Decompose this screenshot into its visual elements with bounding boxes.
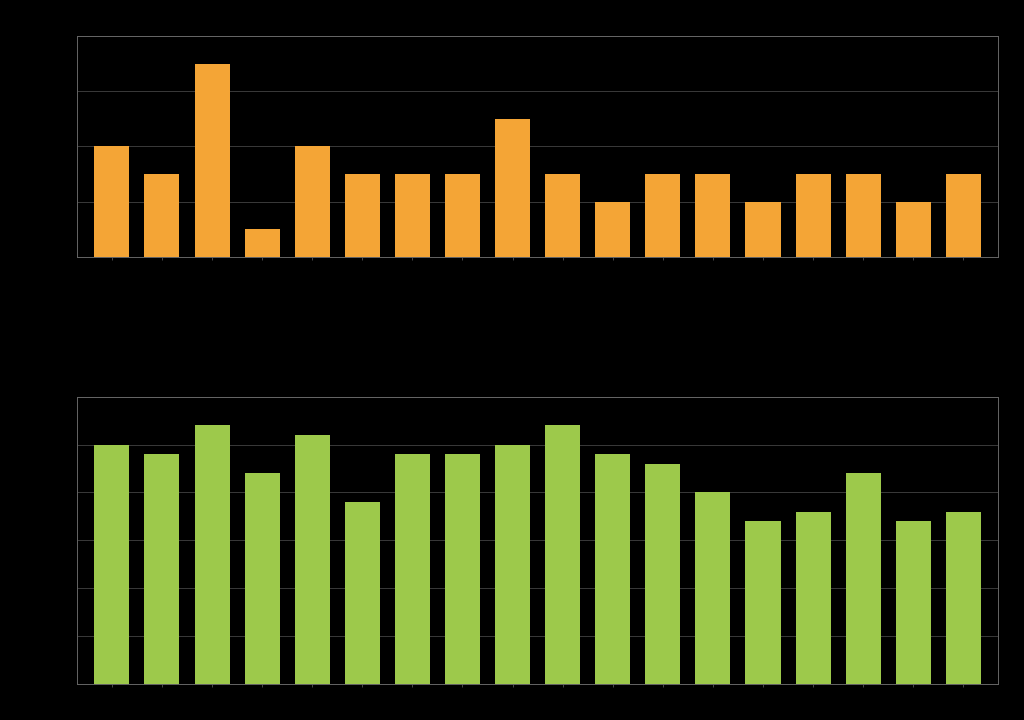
Bar xyxy=(846,473,881,684)
Bar xyxy=(395,454,430,684)
Bar xyxy=(245,230,280,257)
Bar xyxy=(195,63,229,257)
Bar xyxy=(745,521,780,684)
Bar xyxy=(946,512,981,684)
Bar xyxy=(796,512,830,684)
Bar xyxy=(595,454,630,684)
Bar xyxy=(94,146,129,257)
Bar xyxy=(295,146,330,257)
Bar xyxy=(495,445,530,684)
Bar xyxy=(144,454,179,684)
Bar xyxy=(896,202,931,257)
Bar xyxy=(295,435,330,684)
Bar xyxy=(445,174,480,257)
Bar xyxy=(545,174,581,257)
Bar xyxy=(245,473,280,684)
Bar xyxy=(645,174,680,257)
Bar xyxy=(495,119,530,257)
Bar xyxy=(445,454,480,684)
Bar xyxy=(695,174,730,257)
Bar xyxy=(144,174,179,257)
Bar xyxy=(745,202,780,257)
Bar xyxy=(846,174,881,257)
Bar xyxy=(195,426,229,684)
Bar xyxy=(345,502,380,684)
Bar xyxy=(545,426,581,684)
Bar xyxy=(796,174,830,257)
Bar xyxy=(595,202,630,257)
Bar xyxy=(896,521,931,684)
Bar xyxy=(645,464,680,684)
Bar xyxy=(695,492,730,684)
Bar xyxy=(94,445,129,684)
Bar xyxy=(345,174,380,257)
Bar xyxy=(395,174,430,257)
Bar xyxy=(946,174,981,257)
